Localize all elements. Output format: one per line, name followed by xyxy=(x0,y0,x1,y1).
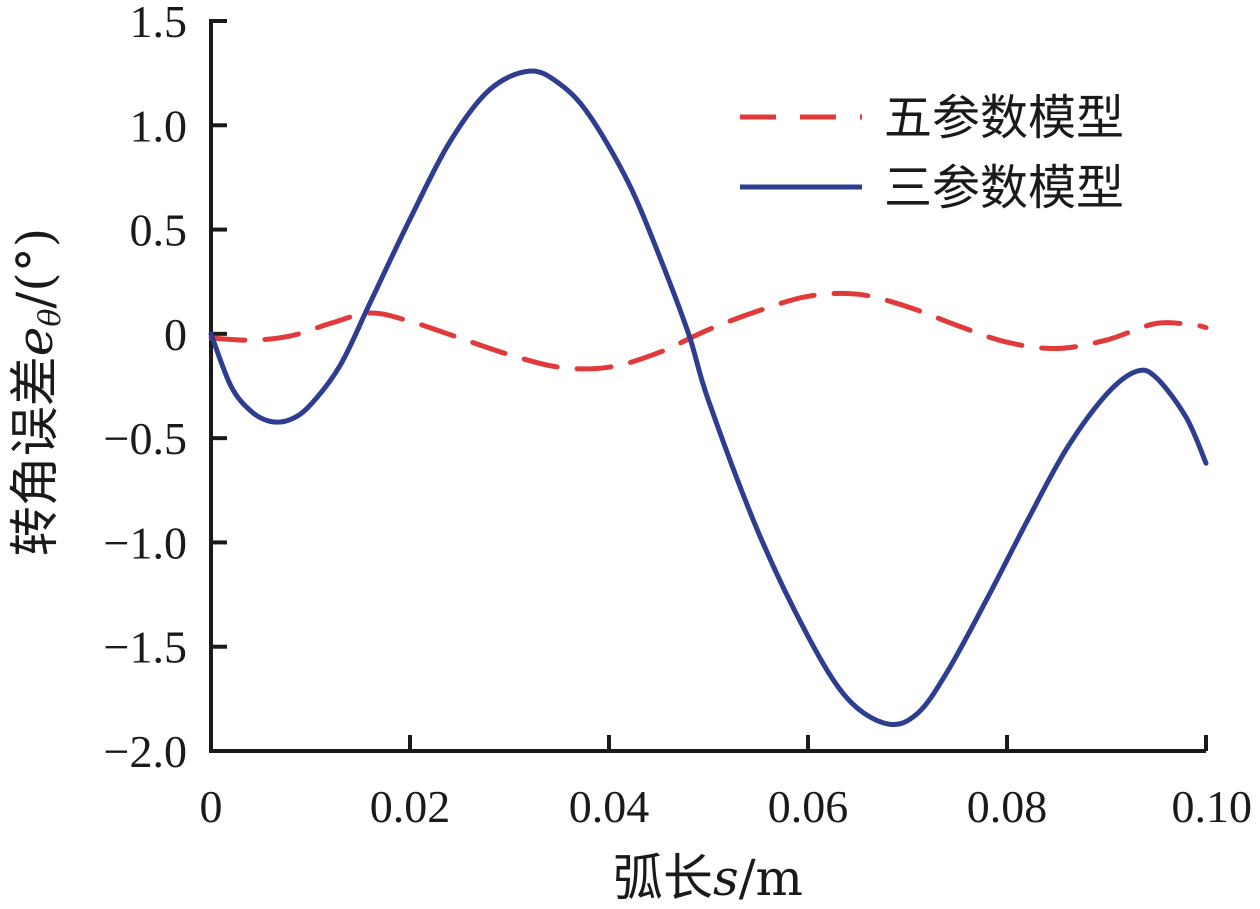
series-line-2 xyxy=(208,68,1209,727)
x-axis-title-main: 弧长 xyxy=(613,849,713,907)
x-axis-title-unit: /m xyxy=(739,849,803,907)
x-tick-label: 0.06 xyxy=(768,781,849,832)
y-axis-title-unit: /(°) xyxy=(6,228,64,309)
x-axis-title: 弧长s/m xyxy=(613,849,803,907)
legend-label-2: 三参数模型 xyxy=(884,160,1124,216)
y-axis-title-var: e xyxy=(6,327,64,357)
x-tick-label: 0.08 xyxy=(967,781,1048,832)
x-tick-label: 0.04 xyxy=(569,781,650,832)
series-layer xyxy=(208,68,1209,727)
series-line-1 xyxy=(208,290,1209,372)
y-tick-label: −2.0 xyxy=(104,726,187,777)
y-tick-label: −1.5 xyxy=(104,622,187,673)
y-tick-label: 1.0 xyxy=(130,100,188,151)
y-axis-title-main: 转角误差 xyxy=(6,356,64,556)
y-axis-title: 转角误差eθ/(°) xyxy=(6,228,68,557)
y-tick-label: −0.5 xyxy=(104,413,187,464)
y-axis-ticks: 1.5 1.0 0.5 0 −0.5 −1.0 −1.5 −2.0 xyxy=(104,0,227,777)
y-tick-label: 0 xyxy=(164,309,187,360)
y-axis-title-sub: θ xyxy=(33,309,68,327)
plot-area: 1.5 1.0 0.5 0 −0.5 −1.0 −1.5 −2.0 0 0.02 0.04 0.06… xyxy=(104,0,1252,832)
x-tick-label: 0 xyxy=(200,781,223,832)
x-tick-label: 0.10 xyxy=(1172,781,1253,832)
x-axis-ticks: 0 0.02 0.04 0.06 0.08 0.10 xyxy=(200,735,1253,832)
y-tick-label: 1.5 xyxy=(130,0,188,47)
y-tick-label: 0.5 xyxy=(130,205,188,256)
y-tick-label: −1.0 xyxy=(104,517,187,568)
x-axis-title-var: s xyxy=(713,849,739,907)
legend-label-1: 五参数模型 xyxy=(884,90,1124,146)
x-tick-label: 0.02 xyxy=(370,781,451,832)
